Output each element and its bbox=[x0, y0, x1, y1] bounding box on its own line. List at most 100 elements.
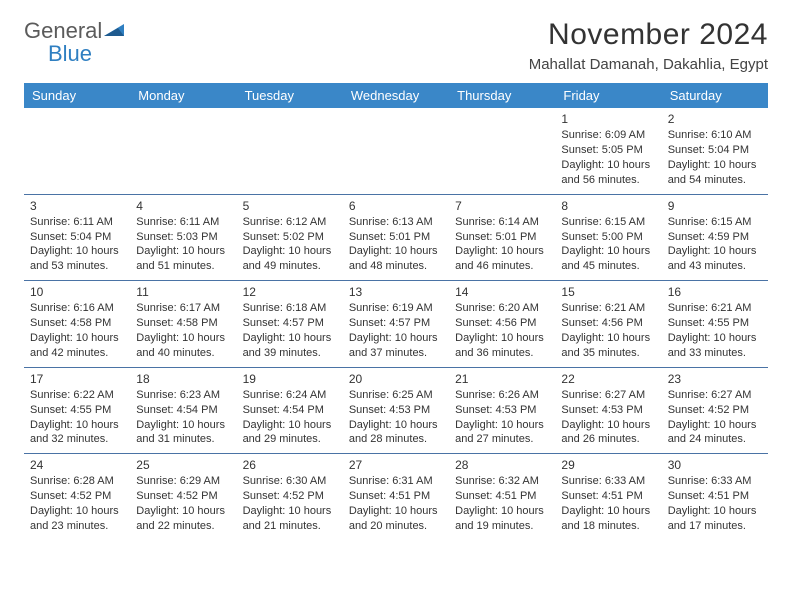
sunset-line: Sunset: 4:55 PM bbox=[30, 403, 124, 418]
sunset-line: Sunset: 4:57 PM bbox=[243, 316, 337, 331]
sunset-line: Sunset: 5:02 PM bbox=[243, 230, 337, 245]
day-number: 18 bbox=[136, 371, 230, 387]
day-cell: 20Sunrise: 6:25 AMSunset: 4:53 PMDayligh… bbox=[343, 367, 449, 454]
empty-cell bbox=[237, 108, 343, 194]
sunset-line: Sunset: 4:53 PM bbox=[455, 403, 549, 418]
day-cell: 1Sunrise: 6:09 AMSunset: 5:05 PMDaylight… bbox=[555, 108, 661, 194]
daylight-line: Daylight: 10 hours and 19 minutes. bbox=[455, 504, 549, 534]
sunset-line: Sunset: 4:58 PM bbox=[30, 316, 124, 331]
day-cell: 22Sunrise: 6:27 AMSunset: 4:53 PMDayligh… bbox=[555, 367, 661, 454]
day-cell: 6Sunrise: 6:13 AMSunset: 5:01 PMDaylight… bbox=[343, 194, 449, 281]
day-cell: 29Sunrise: 6:33 AMSunset: 4:51 PMDayligh… bbox=[555, 454, 661, 540]
calendar-week-row: 3Sunrise: 6:11 AMSunset: 5:04 PMDaylight… bbox=[24, 194, 768, 281]
day-number: 19 bbox=[243, 371, 337, 387]
daylight-line: Daylight: 10 hours and 43 minutes. bbox=[668, 244, 762, 274]
daylight-line: Daylight: 10 hours and 29 minutes. bbox=[243, 418, 337, 448]
daylight-line: Daylight: 10 hours and 28 minutes. bbox=[349, 418, 443, 448]
daylight-line: Daylight: 10 hours and 26 minutes. bbox=[561, 418, 655, 448]
daylight-line: Daylight: 10 hours and 53 minutes. bbox=[30, 244, 124, 274]
sunset-line: Sunset: 4:59 PM bbox=[668, 230, 762, 245]
sunset-line: Sunset: 4:56 PM bbox=[455, 316, 549, 331]
day-number: 12 bbox=[243, 284, 337, 300]
day-number: 3 bbox=[30, 198, 124, 214]
logo-text-2: Blue bbox=[48, 41, 92, 66]
day-number: 25 bbox=[136, 457, 230, 473]
day-cell: 19Sunrise: 6:24 AMSunset: 4:54 PMDayligh… bbox=[237, 367, 343, 454]
sunrise-line: Sunrise: 6:13 AM bbox=[349, 215, 443, 230]
day-cell: 28Sunrise: 6:32 AMSunset: 4:51 PMDayligh… bbox=[449, 454, 555, 540]
sunset-line: Sunset: 4:52 PM bbox=[136, 489, 230, 504]
sunrise-line: Sunrise: 6:27 AM bbox=[561, 388, 655, 403]
weekday-header: Monday bbox=[130, 83, 236, 108]
logo: General Blue bbox=[24, 20, 126, 66]
day-number: 1 bbox=[561, 111, 655, 127]
month-title: November 2024 bbox=[529, 18, 768, 52]
calendar-week-row: 10Sunrise: 6:16 AMSunset: 4:58 PMDayligh… bbox=[24, 281, 768, 368]
sunrise-line: Sunrise: 6:28 AM bbox=[30, 474, 124, 489]
sunrise-line: Sunrise: 6:33 AM bbox=[668, 474, 762, 489]
weekday-header: Tuesday bbox=[237, 83, 343, 108]
daylight-line: Daylight: 10 hours and 49 minutes. bbox=[243, 244, 337, 274]
daylight-line: Daylight: 10 hours and 54 minutes. bbox=[668, 158, 762, 188]
empty-cell bbox=[343, 108, 449, 194]
title-block: November 2024 Mahallat Damanah, Dakahlia… bbox=[529, 18, 768, 73]
daylight-line: Daylight: 10 hours and 42 minutes. bbox=[30, 331, 124, 361]
daylight-line: Daylight: 10 hours and 33 minutes. bbox=[668, 331, 762, 361]
sunrise-line: Sunrise: 6:15 AM bbox=[668, 215, 762, 230]
weekday-header: Sunday bbox=[24, 83, 130, 108]
day-cell: 26Sunrise: 6:30 AMSunset: 4:52 PMDayligh… bbox=[237, 454, 343, 540]
day-cell: 13Sunrise: 6:19 AMSunset: 4:57 PMDayligh… bbox=[343, 281, 449, 368]
daylight-line: Daylight: 10 hours and 18 minutes. bbox=[561, 504, 655, 534]
empty-cell bbox=[24, 108, 130, 194]
day-number: 23 bbox=[668, 371, 762, 387]
daylight-line: Daylight: 10 hours and 36 minutes. bbox=[455, 331, 549, 361]
calendar-thead: SundayMondayTuesdayWednesdayThursdayFrid… bbox=[24, 83, 768, 108]
day-cell: 23Sunrise: 6:27 AMSunset: 4:52 PMDayligh… bbox=[662, 367, 768, 454]
day-number: 11 bbox=[136, 284, 230, 300]
sunrise-line: Sunrise: 6:23 AM bbox=[136, 388, 230, 403]
day-number: 17 bbox=[30, 371, 124, 387]
sunrise-line: Sunrise: 6:31 AM bbox=[349, 474, 443, 489]
daylight-line: Daylight: 10 hours and 40 minutes. bbox=[136, 331, 230, 361]
weekday-header: Saturday bbox=[662, 83, 768, 108]
daylight-line: Daylight: 10 hours and 48 minutes. bbox=[349, 244, 443, 274]
sunset-line: Sunset: 4:54 PM bbox=[136, 403, 230, 418]
sunrise-line: Sunrise: 6:19 AM bbox=[349, 301, 443, 316]
header-row: General Blue November 2024 Mahallat Dama… bbox=[24, 18, 768, 73]
daylight-line: Daylight: 10 hours and 24 minutes. bbox=[668, 418, 762, 448]
sunrise-line: Sunrise: 6:09 AM bbox=[561, 128, 655, 143]
sunset-line: Sunset: 4:53 PM bbox=[349, 403, 443, 418]
sunset-line: Sunset: 4:55 PM bbox=[668, 316, 762, 331]
sunset-line: Sunset: 4:58 PM bbox=[136, 316, 230, 331]
day-number: 24 bbox=[30, 457, 124, 473]
sunset-line: Sunset: 5:04 PM bbox=[668, 143, 762, 158]
weekday-row: SundayMondayTuesdayWednesdayThursdayFrid… bbox=[24, 83, 768, 108]
day-number: 27 bbox=[349, 457, 443, 473]
sunrise-line: Sunrise: 6:15 AM bbox=[561, 215, 655, 230]
weekday-header: Thursday bbox=[449, 83, 555, 108]
daylight-line: Daylight: 10 hours and 17 minutes. bbox=[668, 504, 762, 534]
sunset-line: Sunset: 4:51 PM bbox=[349, 489, 443, 504]
sunrise-line: Sunrise: 6:26 AM bbox=[455, 388, 549, 403]
sunrise-line: Sunrise: 6:22 AM bbox=[30, 388, 124, 403]
day-number: 10 bbox=[30, 284, 124, 300]
daylight-line: Daylight: 10 hours and 37 minutes. bbox=[349, 331, 443, 361]
day-cell: 18Sunrise: 6:23 AMSunset: 4:54 PMDayligh… bbox=[130, 367, 236, 454]
daylight-line: Daylight: 10 hours and 32 minutes. bbox=[30, 418, 124, 448]
day-cell: 4Sunrise: 6:11 AMSunset: 5:03 PMDaylight… bbox=[130, 194, 236, 281]
sunset-line: Sunset: 5:04 PM bbox=[30, 230, 124, 245]
daylight-line: Daylight: 10 hours and 31 minutes. bbox=[136, 418, 230, 448]
day-number: 7 bbox=[455, 198, 549, 214]
sunrise-line: Sunrise: 6:11 AM bbox=[136, 215, 230, 230]
sunrise-line: Sunrise: 6:21 AM bbox=[668, 301, 762, 316]
daylight-line: Daylight: 10 hours and 35 minutes. bbox=[561, 331, 655, 361]
day-cell: 10Sunrise: 6:16 AMSunset: 4:58 PMDayligh… bbox=[24, 281, 130, 368]
sunrise-line: Sunrise: 6:21 AM bbox=[561, 301, 655, 316]
sunrise-line: Sunrise: 6:32 AM bbox=[455, 474, 549, 489]
calendar-week-row: 1Sunrise: 6:09 AMSunset: 5:05 PMDaylight… bbox=[24, 108, 768, 194]
sunset-line: Sunset: 5:01 PM bbox=[349, 230, 443, 245]
day-number: 16 bbox=[668, 284, 762, 300]
logo-triangle-icon bbox=[104, 20, 126, 43]
day-cell: 2Sunrise: 6:10 AMSunset: 5:04 PMDaylight… bbox=[662, 108, 768, 194]
day-cell: 24Sunrise: 6:28 AMSunset: 4:52 PMDayligh… bbox=[24, 454, 130, 540]
